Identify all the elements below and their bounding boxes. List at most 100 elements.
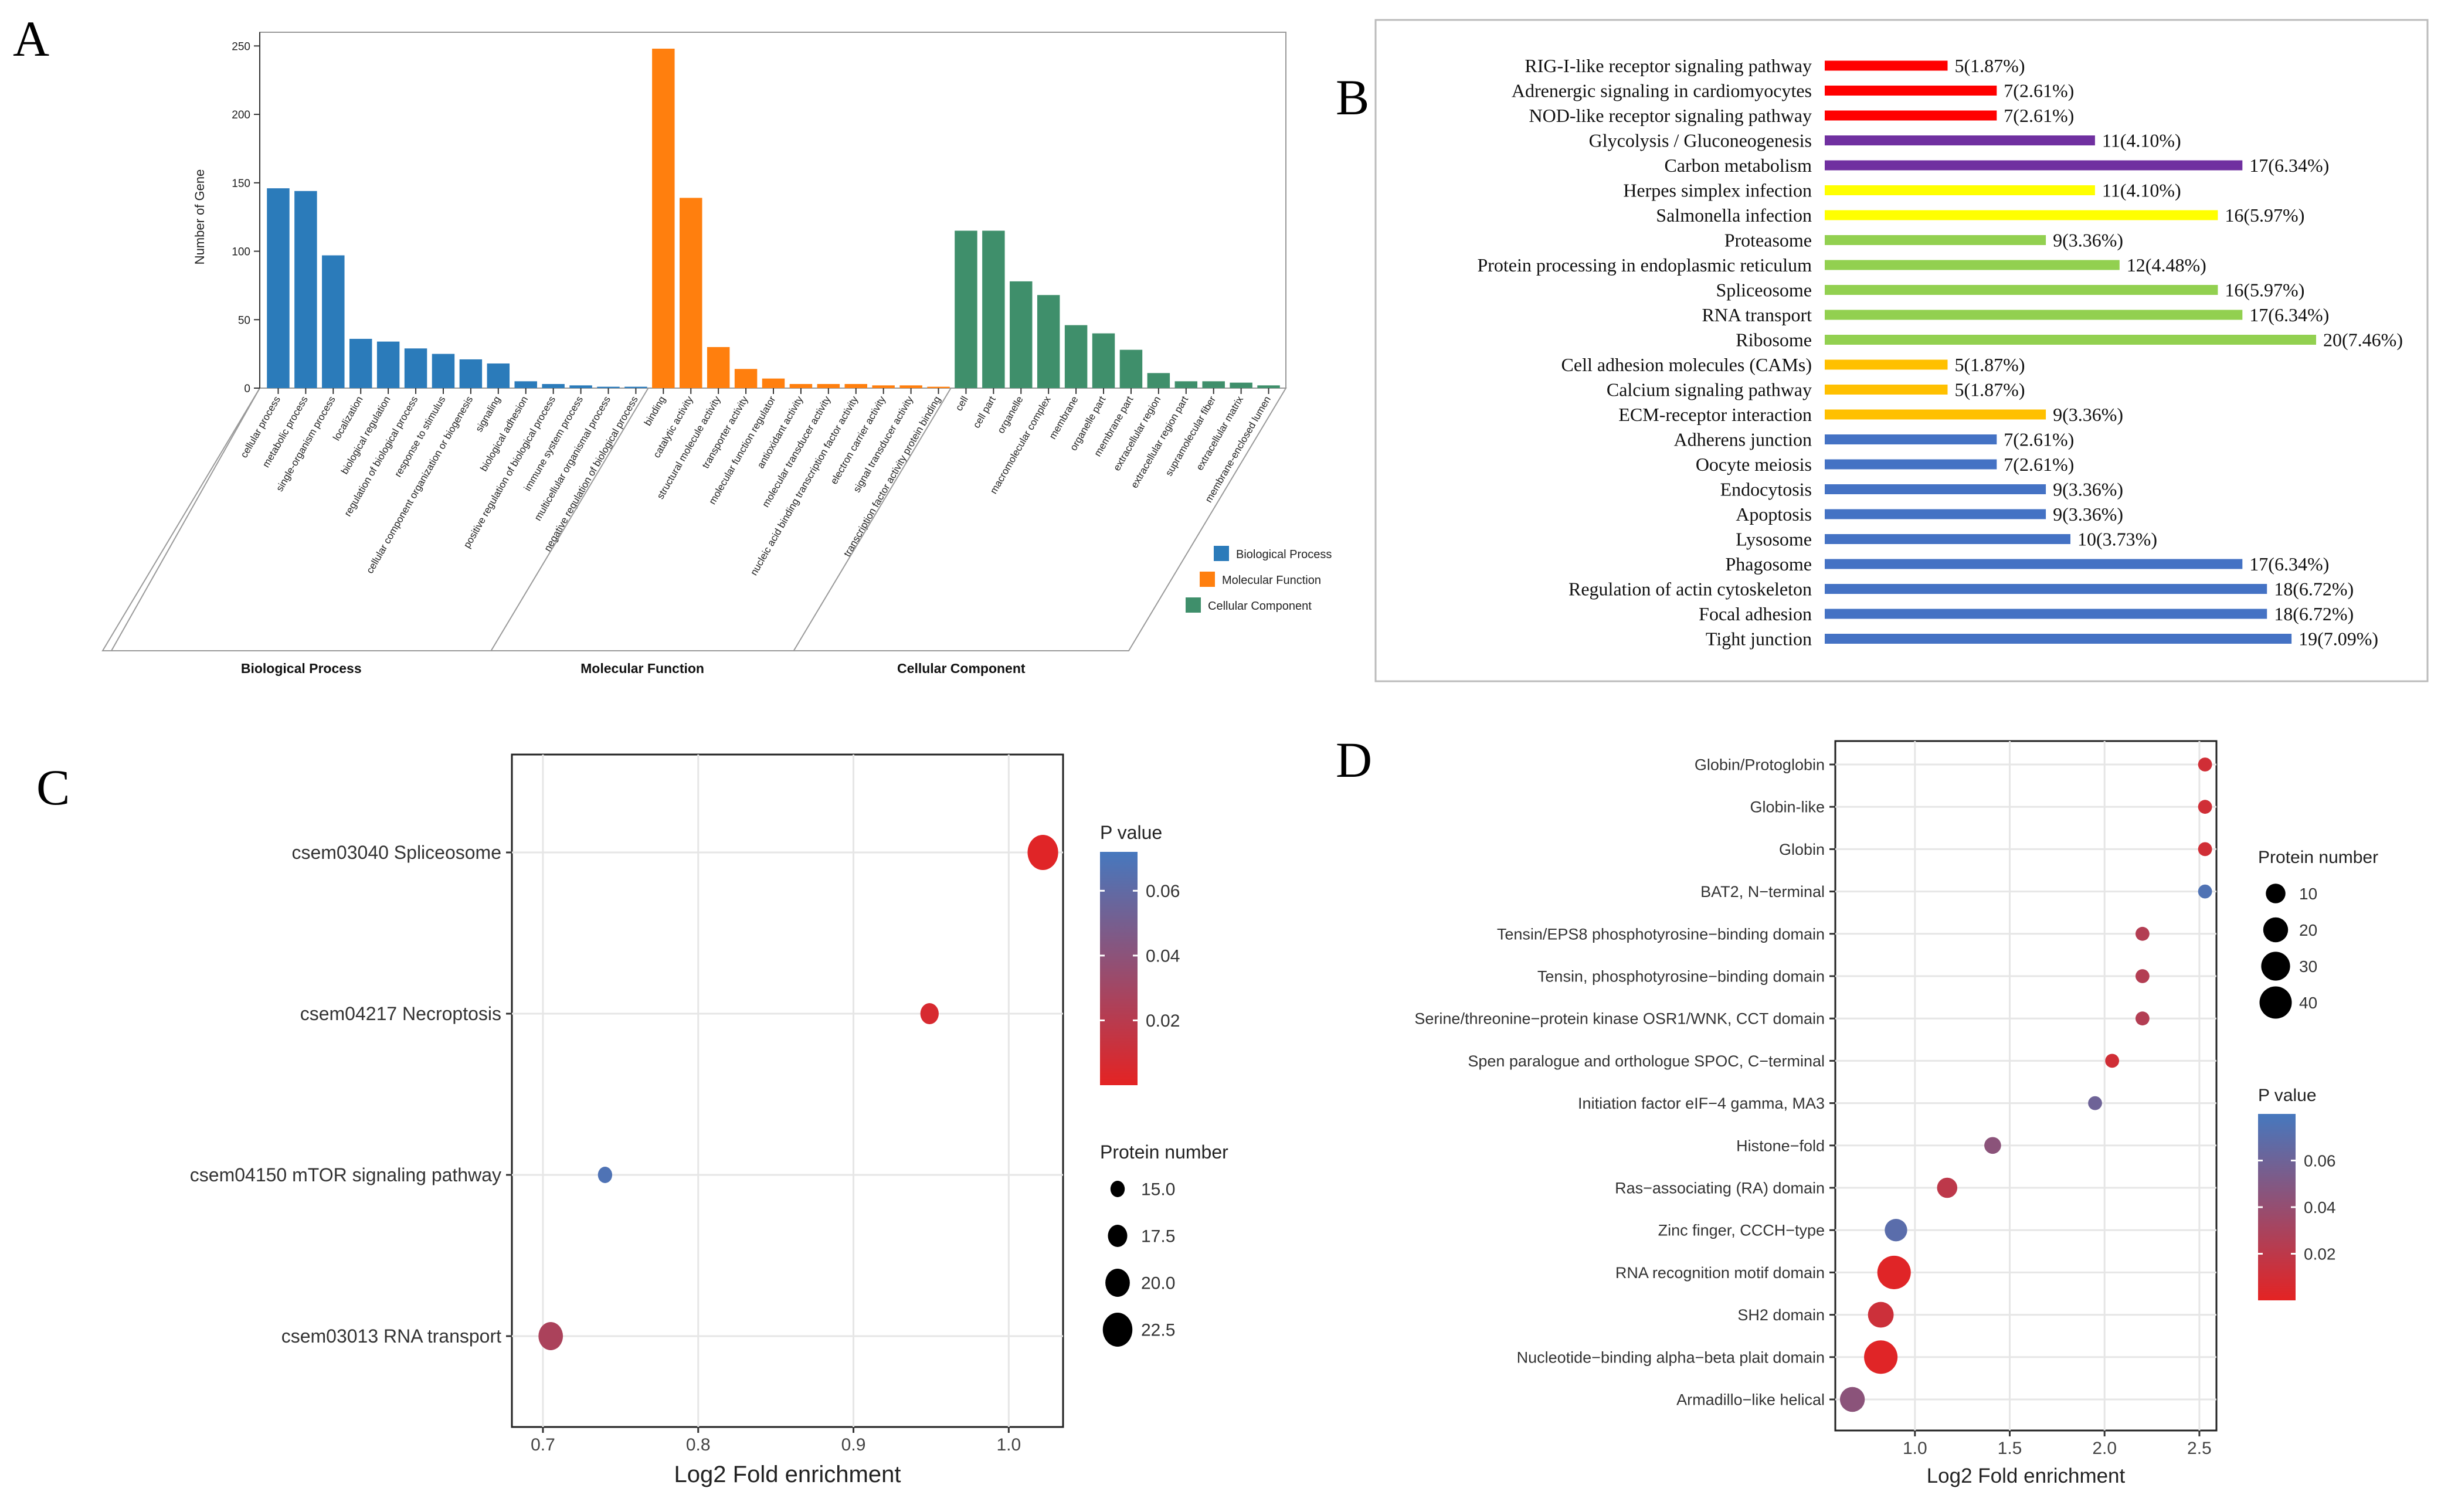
x-tick-label: binding: [642, 395, 668, 428]
bar-value-label: 7(2.61%): [2004, 454, 2074, 475]
bar: [376, 341, 400, 388]
plot-area: [511, 753, 1064, 1428]
bubble: [2135, 969, 2150, 983]
bar: [1825, 559, 2243, 569]
bar: [349, 338, 372, 388]
size-legend-dot: [2259, 986, 2292, 1019]
bar: [514, 381, 537, 388]
bar: [1825, 434, 1997, 444]
bubble: [2105, 1054, 2120, 1068]
bar: [487, 363, 510, 388]
bar: [569, 385, 592, 388]
color-legend-bar: [2258, 1114, 2296, 1300]
panel-label-b: B: [1336, 69, 1369, 125]
bar-value-label: 5(1.87%): [1955, 354, 2025, 375]
pathway-label: Herpes simplex infection: [1623, 180, 1812, 201]
bar-value-label: 18(6.72%): [2274, 603, 2354, 624]
bar-value-label: 17(6.34%): [2249, 155, 2329, 176]
pathway-label: Salmonella infection: [1656, 205, 1812, 226]
bubble: [1864, 1340, 1898, 1374]
bar: [1825, 235, 2046, 245]
bar: [1825, 86, 1997, 96]
size-legend-label: 17.5: [1141, 1227, 1175, 1246]
color-legend-title: P value: [2258, 1086, 2317, 1105]
x-tick-label: biological regulation: [339, 395, 393, 477]
category-label: Histone−fold: [1736, 1137, 1825, 1154]
bar-value-label: 11(4.10%): [2102, 180, 2181, 201]
pathway-label: ECM-receptor interaction: [1618, 404, 1812, 425]
size-legend-label: 22.5: [1141, 1321, 1175, 1340]
bubble: [597, 1167, 613, 1183]
x-tick-label: macromolecular complex: [988, 394, 1053, 496]
panel-label-a: A: [13, 11, 49, 67]
category-label: Zinc finger, CCCH−type: [1658, 1222, 1825, 1239]
x-tick-label: 0.9: [841, 1435, 866, 1455]
bar: [789, 383, 813, 388]
bar: [1825, 60, 1948, 71]
size-legend-label: 40: [2299, 994, 2317, 1012]
x-tick-label: organelle: [995, 395, 1025, 436]
legend-label: Cellular Component: [1208, 600, 1312, 613]
color-legend-title: P value: [1100, 822, 1162, 843]
bubble: [1885, 1219, 1907, 1242]
size-legend-label: 15.0: [1141, 1180, 1175, 1200]
bar-value-label: 9(3.36%): [2053, 404, 2123, 425]
bar: [1147, 373, 1170, 388]
x-tick-label: 0.8: [686, 1435, 711, 1455]
size-legend-label: 20: [2299, 921, 2317, 939]
size-legend-dot: [1110, 1181, 1125, 1197]
color-legend-tick-label: 0.02: [2304, 1245, 2336, 1263]
bar-value-label: 16(5.97%): [2225, 205, 2304, 226]
bar: [1825, 634, 2292, 644]
bar-value-label: 7(2.61%): [2004, 429, 2074, 450]
bar-value-label: 7(2.61%): [2004, 105, 2074, 126]
category-label: Armadillo−like helical: [1676, 1391, 1825, 1408]
bar: [1174, 381, 1198, 388]
bar: [844, 383, 867, 388]
bubble: [1027, 835, 1058, 870]
bar-value-label: 10(3.73%): [2077, 529, 2157, 550]
kegg-bubble-chart: 0.7 0.8 0.9 1.0 Log2 Fold enrichment csem0304…: [190, 753, 1228, 1487]
pathway-label: Apoptosis: [1736, 504, 1812, 525]
bar: [294, 191, 317, 388]
bar: [1064, 325, 1088, 388]
legend-label: Biological Process: [1236, 548, 1332, 561]
pathway-label: Protein processing in endoplasmic reticu…: [1477, 254, 1812, 276]
plot-area: [1834, 740, 2218, 1432]
bar: [872, 385, 895, 388]
bar: [1825, 110, 1997, 121]
bar: [1825, 185, 2095, 195]
bar: [1825, 359, 1948, 370]
size-legend-dot: [2261, 952, 2290, 981]
bar-value-label: 9(3.36%): [2053, 504, 2123, 525]
pathway-label: Ribosome: [1736, 329, 1812, 351]
bar: [1010, 281, 1033, 388]
bar-value-label: 7(2.61%): [2004, 80, 2074, 101]
pathway-label: Regulation of actin cytoskeleton: [1569, 579, 1812, 600]
group-separator: [793, 388, 952, 651]
category-label: Tensin, phosphotyrosine−binding domain: [1537, 967, 1825, 985]
bar: [459, 359, 483, 388]
x-tick-label: 1.0: [996, 1435, 1021, 1455]
bar: [1257, 385, 1280, 388]
x-tick-label: 1.0: [1903, 1439, 1927, 1458]
x-axis-label: Log2 Fold enrichment: [1927, 1465, 2126, 1487]
x-tick-label: 2.0: [2092, 1439, 2117, 1458]
bubble: [2135, 1011, 2150, 1026]
y-tick-label: 200: [232, 109, 250, 121]
category-label: Ras−associating (RA) domain: [1615, 1179, 1825, 1197]
category-label: Tensin/EPS8 phosphotyrosine−binding doma…: [1497, 925, 1825, 943]
kegg-bar-chart: RIG-I-like receptor signaling pathway 5(1…: [1374, 19, 2429, 682]
group-label: Biological Process: [241, 661, 362, 676]
size-legend-dot: [1105, 1269, 1130, 1297]
bubble: [2088, 1096, 2102, 1110]
pathway-label: Proteasome: [1724, 230, 1812, 251]
category-label: BAT2, N−terminal: [1700, 883, 1825, 901]
bar: [899, 385, 922, 388]
bar: [1825, 260, 2120, 270]
y-tick-label: 0: [244, 383, 250, 395]
bar: [404, 348, 427, 388]
pathway-label: Lysosome: [1736, 529, 1812, 550]
bar-value-label: 9(3.36%): [2053, 479, 2123, 500]
